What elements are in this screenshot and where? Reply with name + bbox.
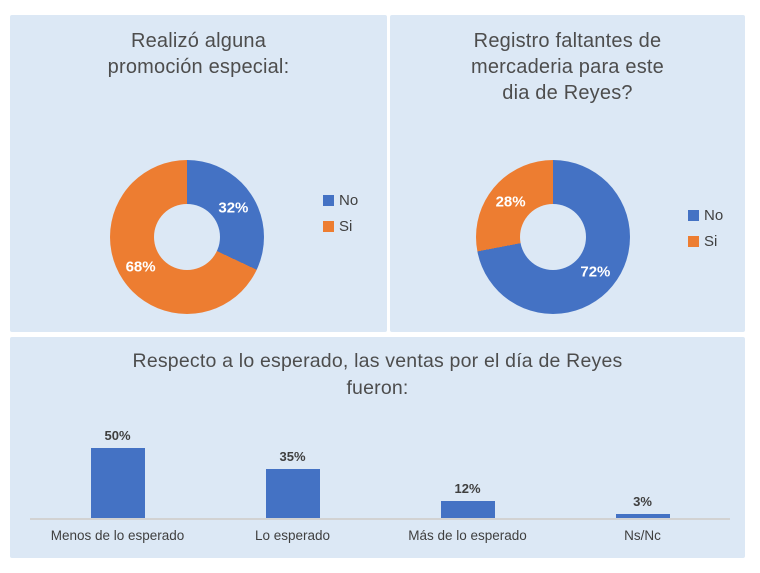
title-line: Registro faltantes de	[473, 30, 662, 52]
legend-item-no: No	[688, 207, 723, 224]
slice-data-label: 32%	[218, 199, 249, 216]
slice-data-label: 72%	[580, 263, 611, 281]
legend-swatch-icon	[688, 210, 699, 221]
legend-faltantes: No Si	[688, 207, 723, 250]
title-line: mercaderia para este	[471, 56, 664, 78]
legend-swatch-icon	[688, 236, 699, 247]
bar-group: 35%	[205, 449, 380, 518]
bar	[90, 448, 145, 518]
bar-group: 3%	[555, 494, 730, 518]
chart-title-ventas: Respecto a lo esperado, las ventas por e…	[10, 337, 745, 402]
bar-group: 50%	[30, 428, 205, 518]
panel-ventas-esperado: Respecto a lo esperado, las ventas por e…	[10, 337, 745, 558]
bar-group: 12%	[380, 481, 555, 518]
panel-promocion-especial: Realizó alguna promoción especial: 32% 68%…	[10, 15, 387, 332]
chart-title-promocion: Realizó alguna promoción especial:	[10, 15, 387, 80]
bar	[265, 469, 320, 518]
legend-promocion: No Si	[323, 192, 358, 235]
legend-item-si: Si	[323, 218, 358, 235]
bar-value-label: 3%	[633, 493, 652, 509]
bar-value-label: 12%	[454, 481, 481, 497]
legend-swatch-icon	[323, 221, 334, 232]
legend-label: No	[339, 192, 359, 209]
slice-data-label: 28%	[495, 193, 526, 211]
category-label: Ns/Nc	[624, 528, 661, 543]
legend-item-si: Si	[688, 233, 723, 250]
legend-item-no: No	[323, 192, 358, 209]
bar	[615, 513, 670, 518]
legend-label: No	[704, 207, 724, 224]
legend-label: Si	[704, 233, 718, 250]
donut-hole	[520, 204, 586, 270]
category-label: Menos de lo esperado	[50, 528, 185, 543]
donut-hole	[154, 204, 220, 270]
panel-registro-faltantes: Registro faltantes de mercaderia para est…	[390, 15, 745, 332]
title-line: promoción especial:	[107, 56, 290, 78]
category-axis: Menos de lo esperado Lo esperado Más de lo…	[30, 528, 730, 543]
donut-chart-faltantes: 72% 28%	[476, 160, 630, 314]
category-label: Lo esperado	[254, 528, 331, 543]
title-line: Realizó alguna	[130, 30, 267, 52]
title-line: Respecto a lo esperado, las ventas por e…	[132, 350, 623, 372]
legend-swatch-icon	[323, 195, 334, 206]
category-label: Más de lo esperado	[408, 528, 527, 543]
title-line: fueron:	[346, 377, 409, 399]
chart-title-faltantes: Registro faltantes de mercaderia para est…	[390, 15, 745, 106]
bar-plot-area: 50% 35% 12% 3%	[30, 423, 730, 520]
legend-label: Si	[339, 218, 353, 235]
donut-chart-promocion: 32% 68%	[110, 160, 264, 314]
bar-value-label: 50%	[104, 428, 131, 443]
slice-data-label: 68%	[125, 258, 156, 275]
title-line: dia de Reyes?	[502, 82, 633, 104]
bar-value-label: 35%	[279, 449, 306, 464]
bar	[440, 501, 495, 518]
